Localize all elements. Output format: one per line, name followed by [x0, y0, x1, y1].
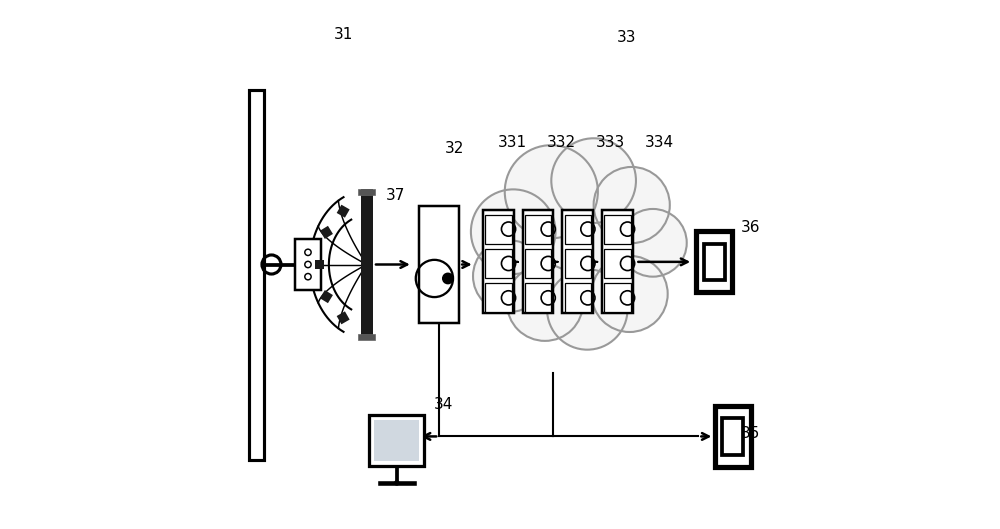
Bar: [361, 189, 373, 340]
Circle shape: [471, 189, 556, 274]
Bar: [369, 415, 424, 466]
Polygon shape: [320, 290, 333, 303]
Bar: [483, 210, 514, 313]
Polygon shape: [337, 205, 350, 218]
Circle shape: [473, 240, 545, 312]
Bar: [602, 210, 633, 313]
Polygon shape: [337, 311, 350, 324]
Text: 331: 331: [497, 135, 526, 150]
Bar: [715, 406, 751, 467]
Bar: [525, 284, 551, 312]
Bar: [562, 210, 593, 313]
Text: 333: 333: [596, 135, 625, 150]
Text: 34: 34: [434, 397, 453, 412]
Text: 33: 33: [616, 30, 636, 44]
Circle shape: [547, 269, 627, 350]
Bar: [523, 210, 553, 313]
Text: 35: 35: [741, 426, 760, 441]
Bar: [704, 243, 725, 280]
Bar: [374, 420, 419, 461]
Text: 332: 332: [547, 135, 576, 150]
Circle shape: [592, 256, 668, 332]
Bar: [525, 249, 551, 278]
Bar: [358, 189, 375, 196]
Bar: [604, 284, 631, 312]
Text: 37: 37: [386, 188, 406, 203]
Circle shape: [507, 264, 583, 341]
Bar: [604, 215, 631, 243]
Bar: [485, 215, 512, 243]
Circle shape: [505, 145, 598, 238]
Circle shape: [537, 214, 617, 294]
Bar: [565, 249, 591, 278]
Text: 32: 32: [444, 141, 464, 156]
Bar: [369, 415, 424, 466]
Text: 334: 334: [645, 135, 674, 150]
Bar: [358, 333, 375, 340]
Circle shape: [443, 273, 453, 284]
Polygon shape: [320, 226, 333, 239]
Circle shape: [619, 209, 687, 277]
Bar: [419, 206, 459, 323]
Circle shape: [551, 138, 636, 223]
Bar: [295, 239, 321, 290]
Bar: [525, 215, 551, 243]
Bar: [565, 215, 591, 243]
Bar: [722, 418, 743, 455]
Text: 31: 31: [333, 27, 353, 42]
Polygon shape: [315, 260, 324, 269]
Bar: [249, 90, 264, 460]
Text: 36: 36: [741, 220, 760, 235]
Bar: [485, 284, 512, 312]
Bar: [604, 249, 631, 278]
Circle shape: [594, 167, 670, 243]
Circle shape: [395, 481, 399, 485]
Bar: [696, 232, 732, 292]
Bar: [485, 249, 512, 278]
Bar: [565, 284, 591, 312]
